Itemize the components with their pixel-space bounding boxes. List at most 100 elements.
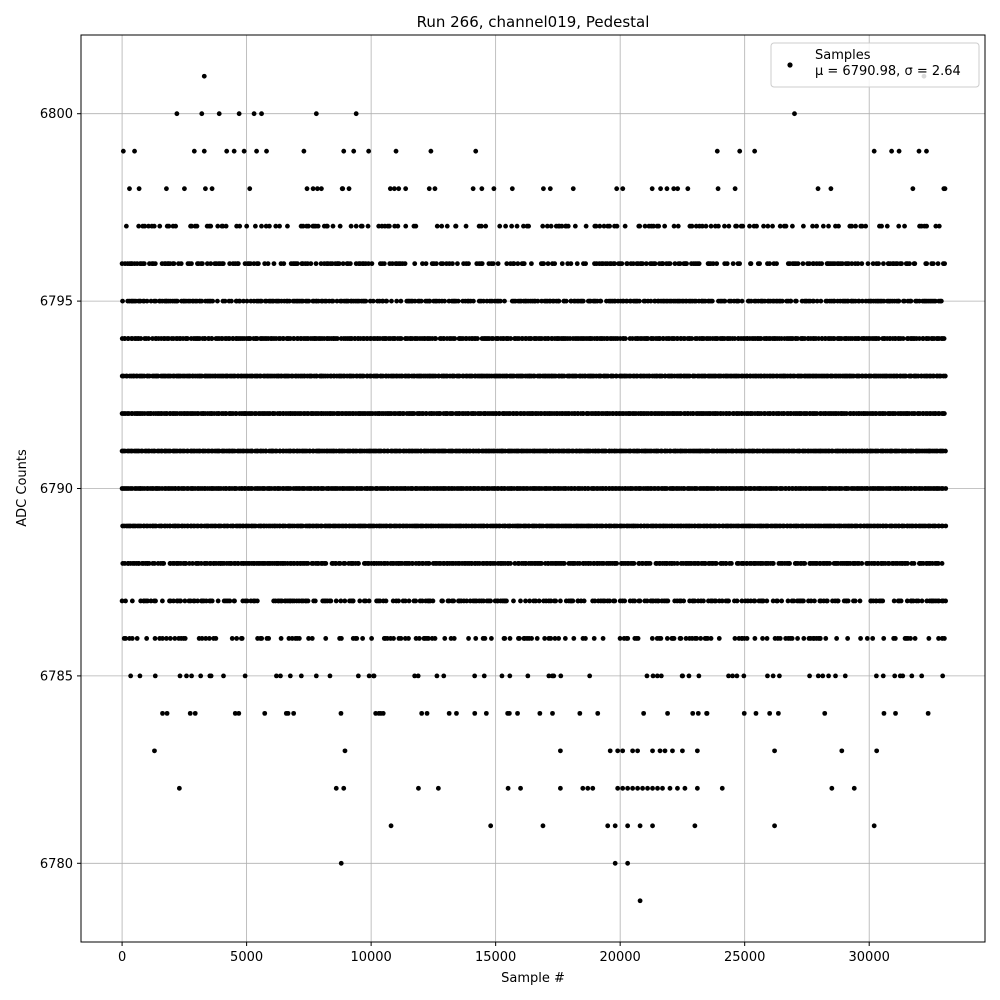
data-point xyxy=(263,448,269,454)
data-point xyxy=(912,261,918,267)
data-point xyxy=(203,598,209,604)
data-point xyxy=(509,186,515,192)
data-point xyxy=(583,261,588,267)
data-point xyxy=(354,636,360,641)
data-point xyxy=(789,636,795,641)
data-point xyxy=(622,598,628,604)
data-point xyxy=(123,223,129,229)
data-point xyxy=(563,298,569,304)
data-point xyxy=(235,261,241,267)
data-point xyxy=(166,223,172,229)
data-point xyxy=(842,673,848,679)
data-point xyxy=(508,561,513,566)
data-point xyxy=(664,186,670,192)
data-point xyxy=(333,598,339,604)
data-point xyxy=(540,823,546,829)
data-point xyxy=(754,223,759,229)
data-point xyxy=(304,186,310,192)
data-point xyxy=(244,598,250,604)
data-point xyxy=(366,148,372,154)
data-point xyxy=(178,598,184,604)
data-point xyxy=(223,223,229,229)
data-point xyxy=(682,261,688,267)
data-point xyxy=(572,223,578,229)
data-point xyxy=(215,598,221,604)
data-point xyxy=(713,598,719,604)
data-point xyxy=(592,598,598,604)
data-point xyxy=(171,261,177,267)
data-point xyxy=(371,673,377,679)
data-point xyxy=(910,186,916,192)
data-point xyxy=(338,860,344,866)
data-point xyxy=(630,785,636,791)
data-point xyxy=(452,336,458,341)
data-point xyxy=(574,261,580,267)
data-point xyxy=(190,561,195,566)
data-point xyxy=(312,598,318,604)
data-point xyxy=(466,261,471,267)
data-point xyxy=(714,261,720,267)
data-point xyxy=(507,636,513,641)
data-point xyxy=(662,223,668,229)
data-point xyxy=(281,261,287,267)
data-point xyxy=(692,598,698,604)
data-point xyxy=(360,636,366,641)
data-point xyxy=(353,111,359,117)
data-point xyxy=(800,223,806,229)
data-point xyxy=(753,710,759,716)
data-point xyxy=(680,748,685,754)
data-point xyxy=(719,598,725,604)
legend-marker xyxy=(787,62,793,68)
data-point xyxy=(221,673,226,679)
data-point xyxy=(259,111,264,117)
data-point xyxy=(658,636,664,641)
data-point xyxy=(285,710,291,716)
data-point xyxy=(430,598,436,604)
data-point xyxy=(160,710,165,716)
data-point xyxy=(783,223,789,229)
data-point xyxy=(647,561,653,566)
data-point xyxy=(909,673,915,679)
data-point xyxy=(262,710,268,716)
data-point xyxy=(585,785,591,791)
data-point xyxy=(553,598,559,604)
data-point xyxy=(907,261,912,267)
data-point xyxy=(863,223,869,229)
data-point xyxy=(852,598,858,604)
data-point xyxy=(625,823,631,829)
data-point xyxy=(607,748,613,754)
data-point xyxy=(800,261,806,267)
data-point xyxy=(167,636,173,641)
data-point xyxy=(571,636,577,641)
data-point xyxy=(384,298,390,304)
data-point xyxy=(818,298,824,304)
data-point xyxy=(224,148,230,154)
data-point xyxy=(406,598,412,604)
data-point xyxy=(353,223,359,229)
data-point xyxy=(377,598,383,604)
data-point xyxy=(191,148,197,154)
data-point xyxy=(296,636,302,641)
data-point xyxy=(765,673,770,679)
data-point xyxy=(943,598,949,604)
data-point xyxy=(815,673,821,679)
data-point xyxy=(752,636,758,641)
data-point xyxy=(770,561,776,566)
data-point xyxy=(433,261,439,267)
data-point xyxy=(369,636,374,641)
data-point xyxy=(657,748,663,754)
data-point xyxy=(935,261,941,267)
data-point xyxy=(396,186,402,192)
data-point xyxy=(709,298,715,304)
data-point xyxy=(507,673,513,679)
data-point xyxy=(667,261,673,267)
data-point xyxy=(617,261,623,267)
y-axis-label: ADC Counts xyxy=(15,449,30,527)
data-point xyxy=(583,223,589,229)
data-point xyxy=(641,710,647,716)
x-tick-label: 0 xyxy=(118,950,126,965)
data-point xyxy=(859,561,865,566)
data-point xyxy=(565,223,571,229)
data-point xyxy=(876,261,881,267)
data-point xyxy=(900,673,906,679)
